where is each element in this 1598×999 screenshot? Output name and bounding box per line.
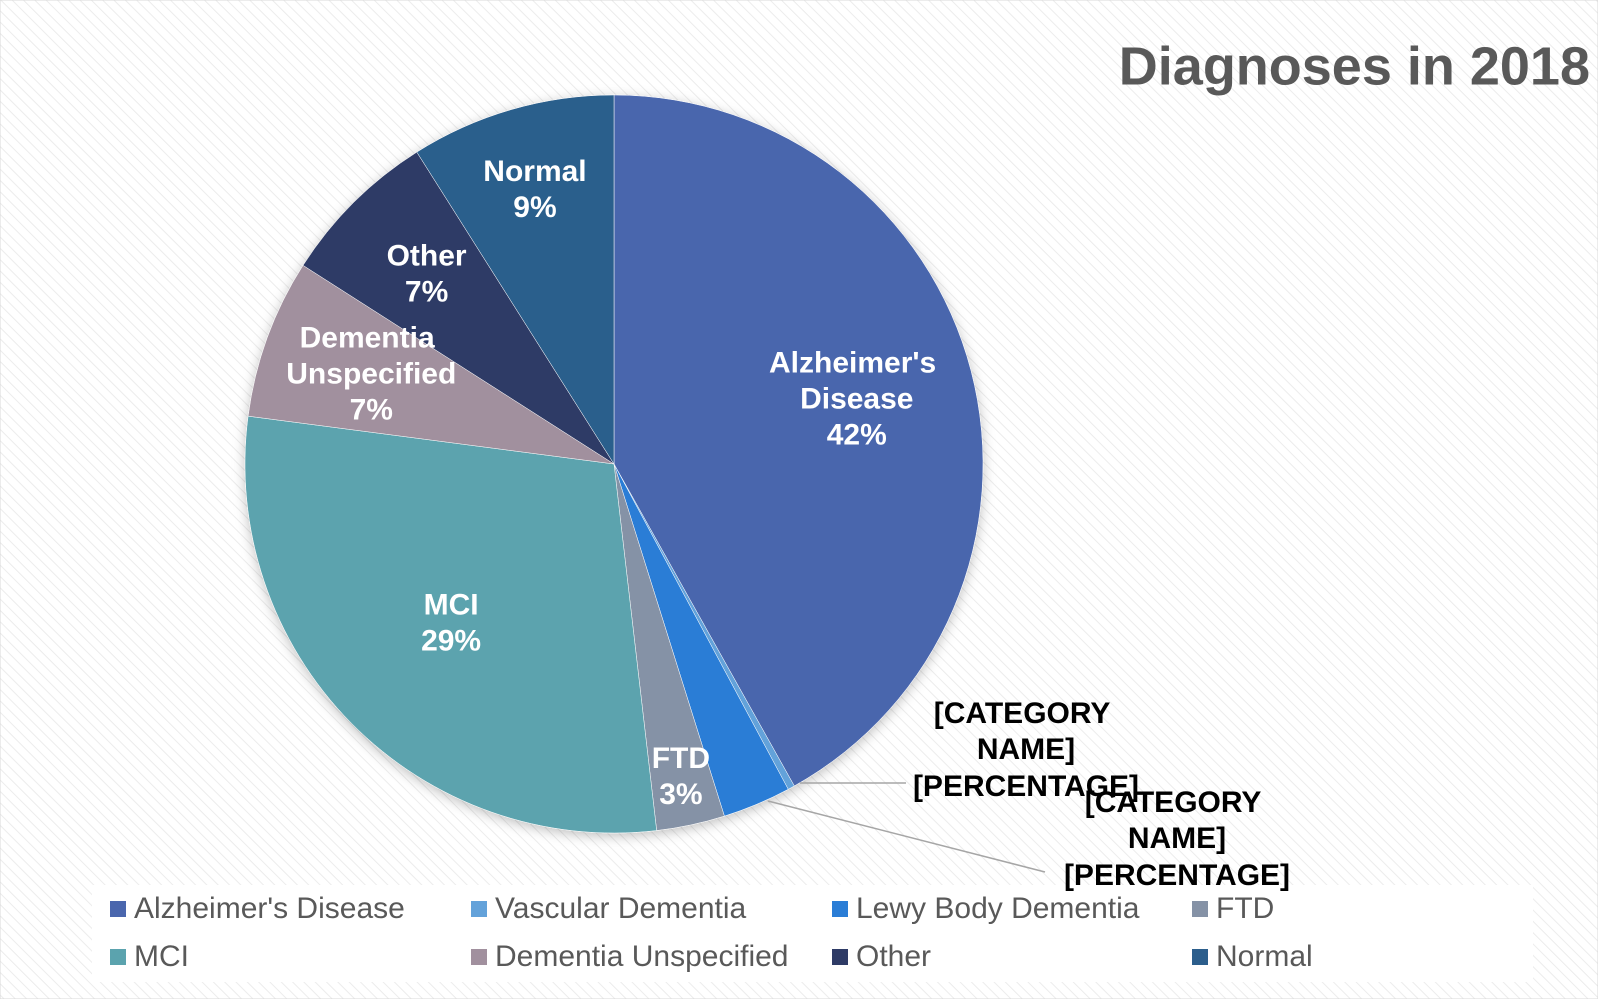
legend-swatch <box>110 949 126 965</box>
data-label-name: [CATEGORY NAME] <box>1085 786 1269 855</box>
data-label-value: 42% <box>827 419 887 452</box>
data-label-name: [CATEGORY NAME] <box>934 697 1118 766</box>
pie <box>244 94 984 834</box>
data-label-name: Normal <box>483 155 586 188</box>
legend-label: Alzheimer's Disease <box>134 892 405 925</box>
legend-box <box>92 885 1533 982</box>
legend-label: MCI <box>134 940 189 973</box>
leader-line <box>767 800 1046 873</box>
legend-swatch <box>1192 901 1208 917</box>
legend-label: Normal <box>1216 940 1313 973</box>
data-label-value: 3% <box>659 778 702 811</box>
legend-swatch <box>832 901 848 917</box>
legend-label: Lewy Body Dementia <box>856 892 1140 925</box>
pie-slice <box>302 151 615 465</box>
legend-swatch <box>1192 949 1208 965</box>
chart-title: Diagnoses in 2018 <box>1119 36 1590 96</box>
legend-swatch <box>832 949 848 965</box>
data-label-name: FTD <box>652 742 710 775</box>
data-label-name: Other <box>387 240 467 273</box>
data-label-name: Alzheimer's Disease <box>769 347 945 416</box>
legend-swatch <box>471 901 487 917</box>
data-label-value: 29% <box>421 625 481 658</box>
data-label-name: MCI <box>424 589 479 622</box>
data-label-value: 7% <box>350 394 393 427</box>
data-label-value: 7% <box>405 276 448 309</box>
data-label-value: [PERCENTAGE] <box>1064 859 1290 892</box>
legend-label: Vascular Dementia <box>495 892 747 925</box>
pie-slice <box>613 94 984 787</box>
legend-swatch <box>110 901 126 917</box>
pie-slice <box>416 94 615 465</box>
pie-slice <box>247 264 615 465</box>
pie-slice <box>244 415 657 834</box>
legend-label: Other <box>856 940 931 973</box>
data-label-value: [PERCENTAGE] <box>913 770 1139 803</box>
data-label-value: 9% <box>513 191 556 224</box>
legend-swatch <box>471 949 487 965</box>
data-label-name: Dementia Unspecified <box>286 322 456 391</box>
legend-label: Dementia Unspecified <box>495 940 788 973</box>
legend-label: FTD <box>1216 892 1274 925</box>
